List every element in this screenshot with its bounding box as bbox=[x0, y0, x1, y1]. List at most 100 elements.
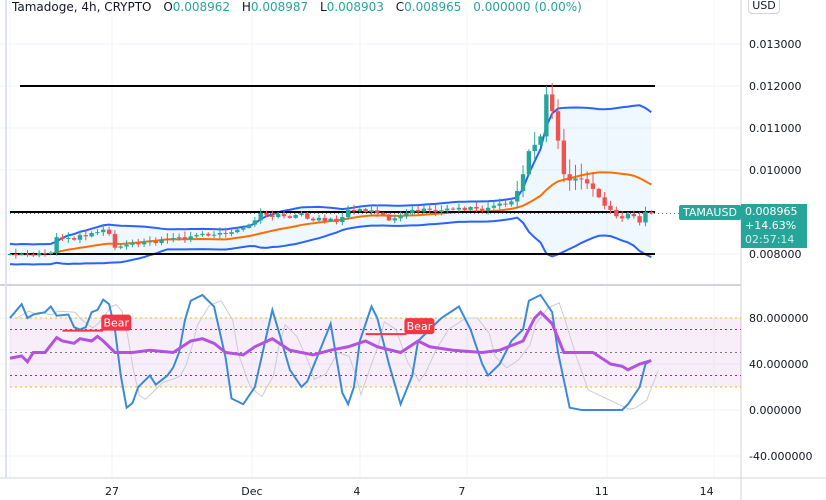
candle bbox=[95, 229, 100, 236]
candle-body bbox=[392, 218, 397, 221]
candle-body bbox=[200, 233, 205, 236]
candle-body bbox=[357, 209, 362, 212]
candle bbox=[340, 212, 345, 226]
candle bbox=[13, 248, 19, 259]
rsi-line bbox=[9, 310, 652, 372]
oscillator-axis-label: 80.000000 bbox=[749, 312, 809, 325]
candle-body bbox=[287, 216, 293, 218]
ticker-tag: TAMAUSD bbox=[679, 205, 741, 220]
last-price: 0.008965 bbox=[745, 205, 798, 218]
bar-countdown: 02:57:14 bbox=[745, 233, 795, 246]
candle bbox=[380, 211, 386, 216]
candle bbox=[398, 211, 403, 222]
candle bbox=[392, 214, 397, 224]
candle bbox=[579, 163, 584, 190]
candle-body bbox=[509, 201, 514, 205]
candle bbox=[649, 210, 654, 215]
candle-body bbox=[241, 227, 246, 230]
candle-body bbox=[485, 207, 491, 211]
stoch-k-line bbox=[9, 293, 652, 411]
time-axis-label: Dec bbox=[241, 485, 262, 498]
candle-body bbox=[637, 216, 642, 223]
candle bbox=[194, 233, 199, 238]
time-axis-label: 27 bbox=[105, 485, 119, 498]
candle-body bbox=[48, 252, 54, 254]
candle bbox=[619, 210, 625, 222]
candle bbox=[147, 236, 153, 246]
candle bbox=[421, 205, 427, 214]
candle-body bbox=[380, 212, 386, 215]
candle bbox=[153, 237, 158, 246]
candle bbox=[625, 211, 631, 220]
open-label: O bbox=[163, 0, 173, 14]
candle-body bbox=[345, 209, 351, 218]
candle-body bbox=[25, 253, 30, 255]
candle bbox=[538, 133, 543, 147]
candle-body bbox=[619, 216, 625, 219]
candle bbox=[252, 217, 258, 227]
price-axis-label: 0.012000 bbox=[749, 80, 802, 93]
candle-body bbox=[54, 237, 59, 253]
candle bbox=[590, 172, 596, 197]
candle-body bbox=[549, 94, 555, 112]
candle-body bbox=[340, 217, 345, 223]
candle bbox=[66, 232, 71, 243]
candle-body bbox=[450, 208, 456, 210]
candle-body bbox=[363, 209, 368, 212]
candle bbox=[375, 204, 380, 217]
candle bbox=[474, 202, 479, 212]
candle bbox=[573, 164, 578, 191]
candle bbox=[101, 224, 106, 236]
candle-body bbox=[275, 214, 281, 218]
candle bbox=[404, 209, 409, 219]
candle-body bbox=[404, 212, 409, 217]
oscillator-axis-label: 40.000000 bbox=[749, 358, 809, 371]
candle bbox=[549, 83, 555, 120]
candle bbox=[363, 207, 368, 213]
candle bbox=[334, 215, 339, 225]
candle bbox=[171, 233, 176, 243]
bear-label-text: Bear bbox=[407, 320, 433, 333]
candle-body bbox=[235, 229, 240, 233]
candle-body bbox=[573, 178, 578, 181]
candle bbox=[141, 238, 147, 247]
currency-button[interactable]: USD bbox=[748, 0, 780, 14]
candle-body bbox=[468, 206, 473, 210]
candle-body bbox=[66, 238, 71, 240]
candle bbox=[608, 200, 613, 214]
time-axis-label: 7 bbox=[458, 485, 465, 498]
candle bbox=[305, 211, 310, 220]
candle-body bbox=[182, 237, 188, 239]
candle bbox=[130, 239, 135, 248]
bollinger-fill bbox=[10, 105, 652, 265]
candle bbox=[643, 206, 648, 227]
candle bbox=[567, 159, 572, 191]
candle-body bbox=[427, 208, 432, 210]
candle bbox=[31, 251, 36, 258]
candle-body bbox=[567, 174, 572, 181]
legend-header: Tamadoge, 4h, CRYPTO O0.008962 H0.008987… bbox=[12, 0, 582, 14]
candle bbox=[36, 250, 42, 258]
candle bbox=[281, 210, 287, 219]
candle-body bbox=[375, 210, 380, 213]
candle bbox=[316, 214, 322, 223]
candle-body bbox=[19, 253, 24, 255]
candle bbox=[223, 227, 228, 238]
candle-body bbox=[445, 208, 450, 211]
candle bbox=[328, 217, 333, 223]
price-axis-label: 0.013000 bbox=[749, 38, 802, 51]
candle bbox=[310, 216, 316, 222]
candle bbox=[235, 227, 240, 234]
candle-body bbox=[60, 237, 65, 239]
bear-label-bg bbox=[101, 314, 132, 331]
candle-body bbox=[31, 254, 36, 256]
candle-body bbox=[515, 191, 520, 202]
low-value: 0.008903 bbox=[326, 0, 384, 14]
candle bbox=[83, 229, 88, 241]
candle bbox=[7, 253, 13, 256]
candle bbox=[176, 233, 182, 241]
candle-body bbox=[439, 210, 444, 212]
candle bbox=[118, 244, 123, 250]
candle bbox=[188, 231, 193, 242]
